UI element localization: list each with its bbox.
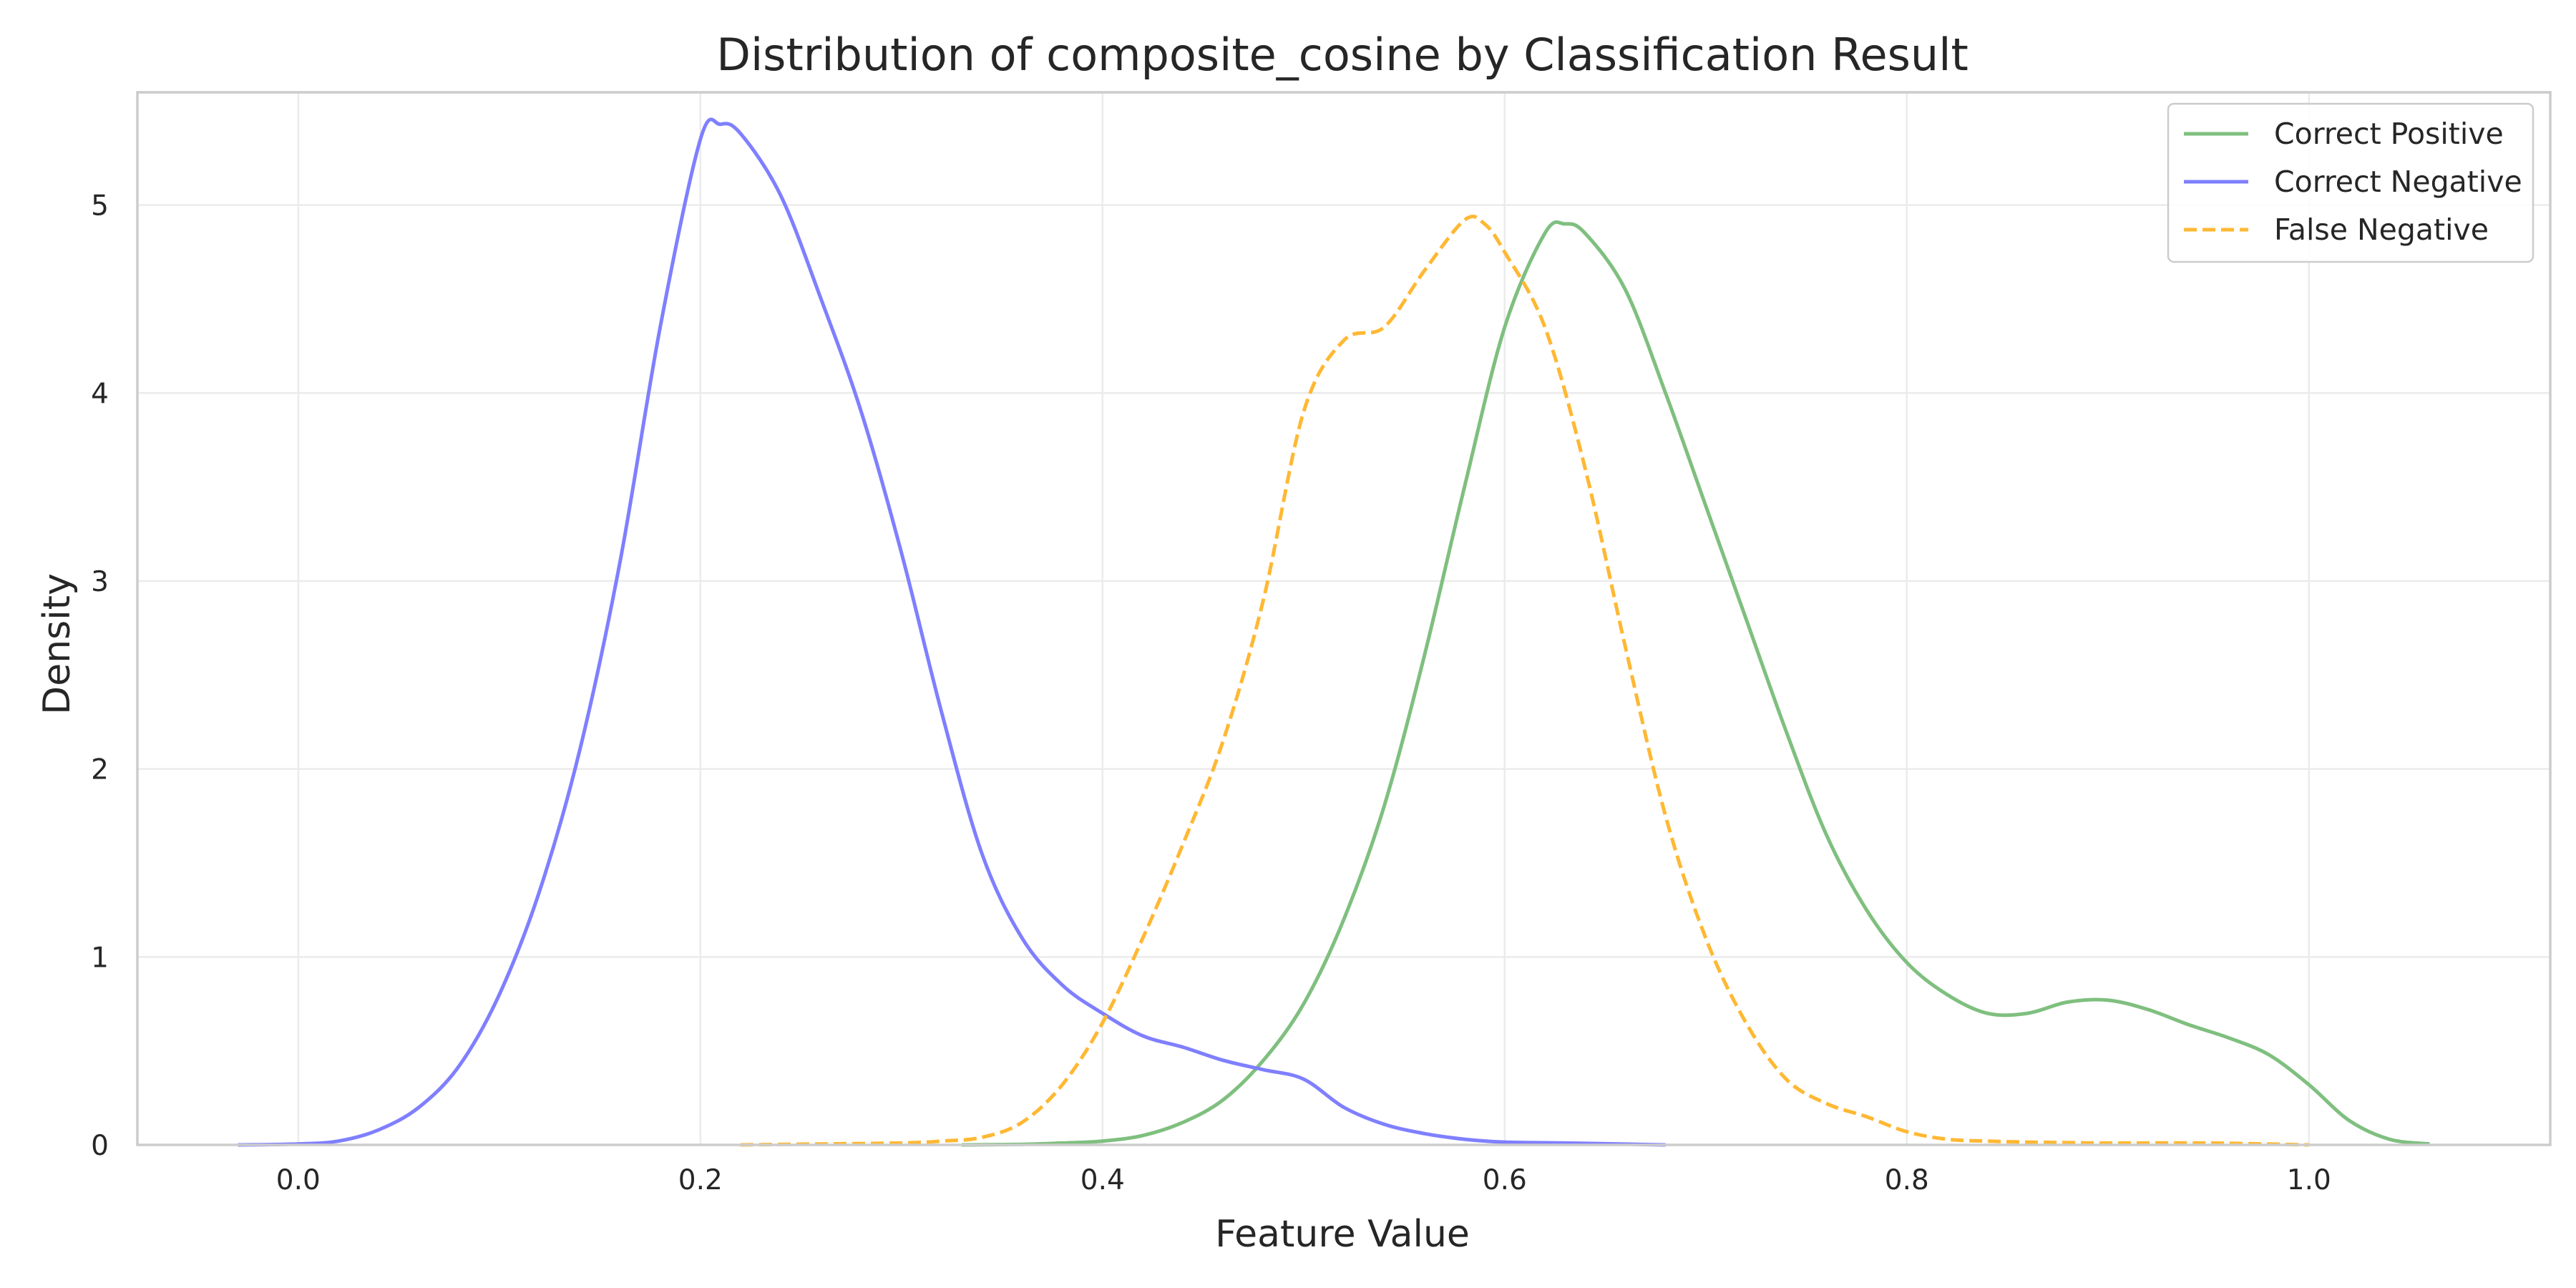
y-tick-label: 5 bbox=[91, 190, 109, 223]
series-line-correct-negative bbox=[238, 117, 1666, 1147]
series-lines bbox=[238, 117, 2430, 1147]
legend-label: Correct Negative bbox=[2274, 165, 2522, 199]
series-line-correct-positive bbox=[962, 220, 2430, 1147]
y-tick-label: 2 bbox=[91, 754, 109, 786]
legend-label: False Negative bbox=[2274, 213, 2489, 247]
x-tick-label: 0.2 bbox=[678, 1164, 723, 1196]
x-axis-label: Feature Value bbox=[1215, 1213, 1470, 1256]
x-tick-label: 0.0 bbox=[276, 1164, 321, 1196]
x-tick-label: 0.8 bbox=[1885, 1164, 1929, 1196]
legend: Correct Positive Correct Negative False Ne… bbox=[2167, 102, 2534, 263]
series-line-false-negative bbox=[740, 215, 2309, 1147]
y-axis-label: Density bbox=[36, 573, 79, 715]
legend-box bbox=[2167, 102, 2534, 263]
y-tick-label: 3 bbox=[91, 566, 109, 598]
legend-label: Correct Positive bbox=[2274, 117, 2504, 151]
x-tick-label: 0.6 bbox=[1483, 1164, 1527, 1196]
y-tick-label: 0 bbox=[91, 1130, 109, 1162]
tick-labels: 0.0 0.2 0.4 0.6 0.8 1.0 0 1 2 3 4 5 bbox=[91, 190, 2331, 1196]
x-tick-label: 0.4 bbox=[1080, 1164, 1125, 1196]
chart-title: Distribution of composite_cosine by Clas… bbox=[716, 29, 1968, 81]
y-tick-label: 4 bbox=[91, 378, 109, 410]
y-tick-label: 1 bbox=[91, 942, 109, 974]
x-tick-label: 1.0 bbox=[2287, 1164, 2331, 1196]
plot-frame bbox=[136, 91, 2552, 1146]
